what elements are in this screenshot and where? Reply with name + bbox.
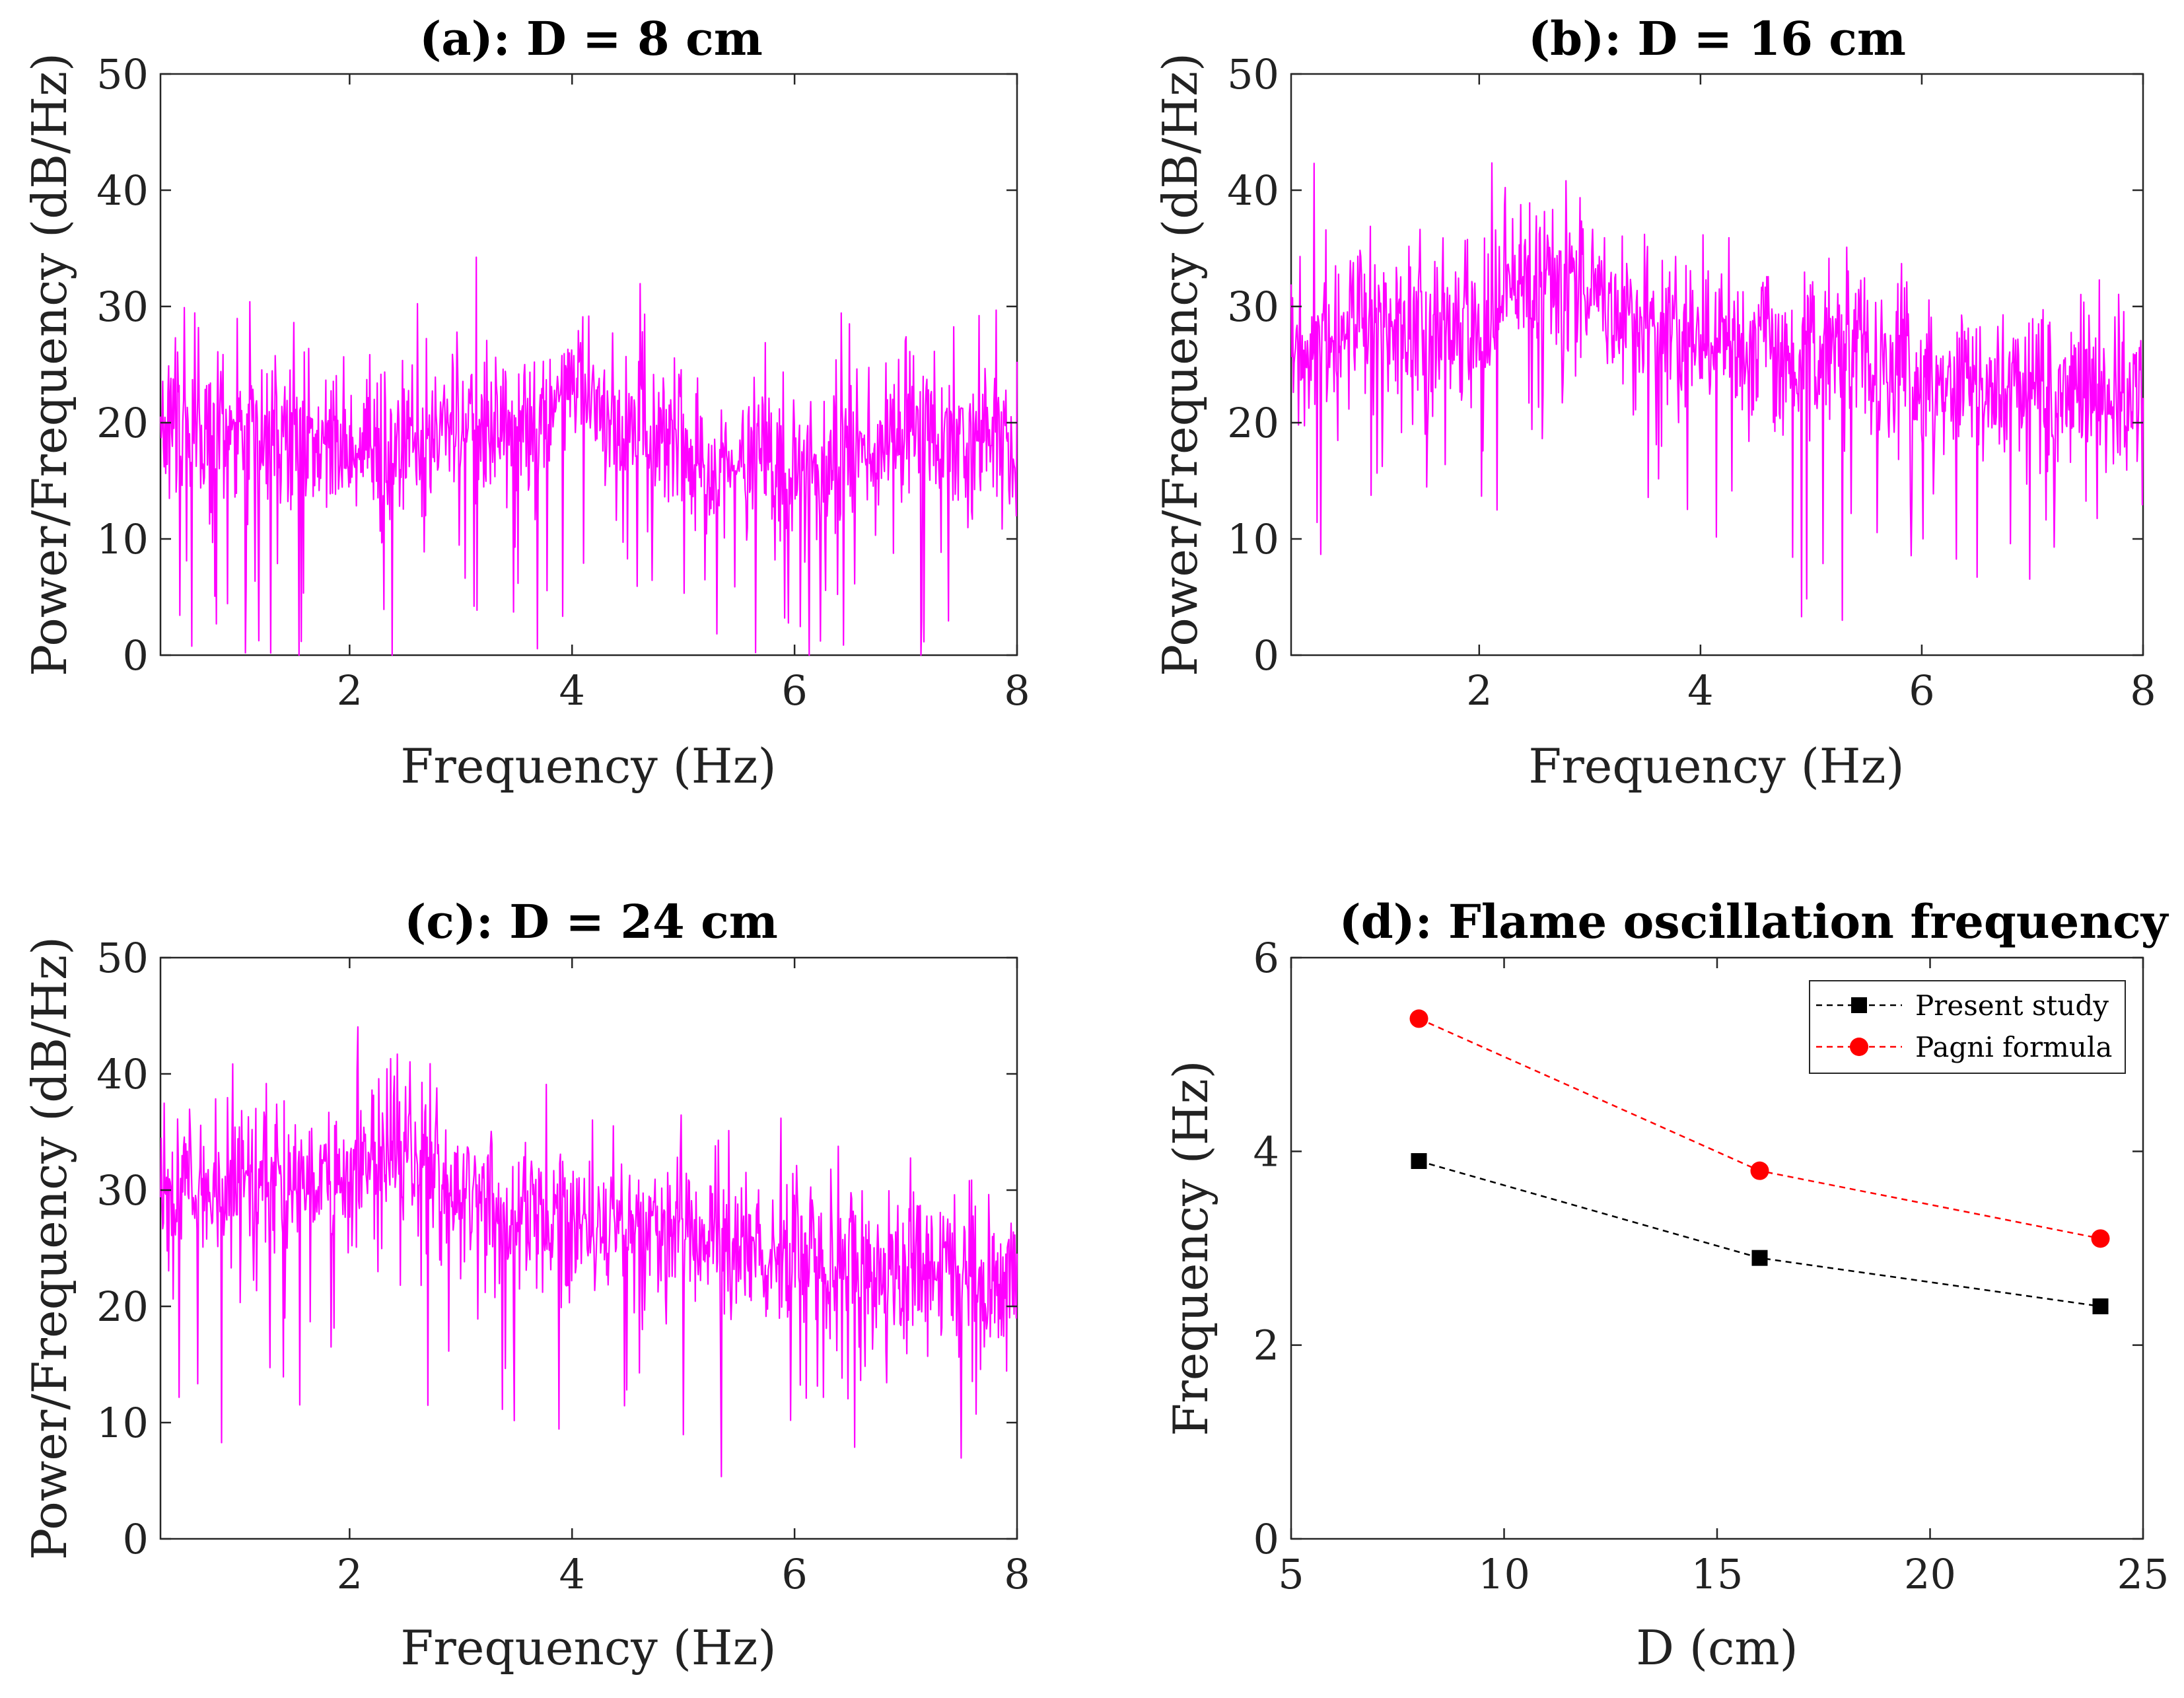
y-tick-label: 0 [1253, 1515, 1279, 1563]
x-tick-label: 6 [781, 1550, 807, 1598]
panel-b-psd-line [1290, 162, 2144, 621]
legend-marker-pagni-formula [1850, 1038, 1868, 1056]
x-tick-label: 10 [1478, 1550, 1530, 1598]
x-tick-label: 2 [337, 1550, 363, 1598]
y-tick-label: 50 [96, 50, 149, 98]
y-tick-label: 10 [1227, 515, 1279, 563]
x-tick-label: 25 [2117, 1550, 2169, 1598]
y-tick-label: 4 [1253, 1127, 1279, 1176]
panel-b-y-label: Power/Frequency (dB/Hz) [1152, 53, 1208, 676]
panel-a-x-ticks: 2 4 6 8 [337, 74, 1030, 715]
y-tick-label: 6 [1253, 934, 1279, 982]
x-tick-label: 5 [1278, 1550, 1304, 1598]
data-point-present-study [2092, 1298, 2109, 1314]
panel-d-y-label: Frequency (Hz) [1163, 1060, 1218, 1436]
y-tick-label: 0 [123, 1515, 149, 1563]
y-tick-label: 2 [1253, 1322, 1279, 1370]
series-line-present-study [1419, 1160, 2101, 1308]
legend-marker-present-study [1851, 997, 1867, 1013]
x-tick-label: 15 [1691, 1550, 1744, 1598]
y-tick-label: 40 [1227, 166, 1279, 215]
y-tick-label: 10 [96, 1399, 149, 1447]
panel-b: (b): D = 16 cm 2 4 6 8 0 10 20 30 40 50 Frequenc… [1152, 11, 2156, 794]
data-point-present-study [1751, 1250, 1768, 1266]
x-tick-label: 2 [1466, 666, 1492, 715]
panel-b-x-ticks: 2 4 6 8 [1466, 74, 2156, 715]
y-tick-label: 30 [96, 283, 149, 331]
x-tick-label: 2 [337, 666, 363, 715]
x-tick-label: 6 [781, 666, 807, 715]
panel-d-x-ticks: 5 10 15 20 25 [1278, 958, 2169, 1598]
panel-c-frame [159, 956, 1018, 1540]
panel-a: (a): D = 8 cm 2 4 6 8 0 10 20 30 40 50 Frequency… [22, 11, 1030, 794]
x-tick-label: 8 [2130, 666, 2156, 715]
data-point-pagni-formula [1750, 1161, 1769, 1180]
x-tick-label: 4 [559, 1550, 585, 1598]
legend-box [1809, 980, 2126, 1074]
panel-a-title: (a): D = 8 cm [419, 11, 763, 66]
x-tick-label: 4 [559, 666, 585, 715]
panel-d-x-label: D (cm) [1636, 1620, 1798, 1676]
panel-c-title: (c): D = 24 cm [404, 894, 778, 949]
x-tick-label: 8 [1004, 666, 1030, 715]
psd-trace [159, 256, 1018, 656]
y-tick-label: 0 [123, 631, 149, 680]
y-tick-label: 40 [96, 1050, 149, 1098]
y-tick-label: 0 [1253, 631, 1279, 680]
legend-label-pagni-formula: Pagni formula [1915, 1031, 2112, 1063]
x-tick-label: 8 [1004, 1550, 1030, 1598]
panel-a-psd-line [159, 256, 1018, 656]
panel-c-psd-line [159, 1026, 1018, 1477]
psd-trace [1290, 162, 2144, 621]
panel-b-y-ticks: 0 10 20 30 40 50 [1227, 50, 2143, 680]
x-tick-label: 6 [1909, 666, 1934, 715]
panel-c-y-label: Power/Frequency (dB/Hz) [22, 937, 77, 1560]
data-point-pagni-formula [1409, 1009, 1428, 1028]
panel-a-y-ticks: 0 10 20 30 40 50 [96, 50, 1017, 680]
y-tick-label: 50 [1227, 50, 1279, 98]
y-tick-label: 20 [96, 399, 149, 447]
legend-label-present-study: Present study [1915, 989, 2109, 1022]
panel-d-title: (d): Flame oscillation frequency [1339, 894, 2169, 949]
panel-d: (d): Flame oscillation frequency 5 10 15 20… [1163, 894, 2169, 1676]
y-tick-label: 50 [96, 934, 149, 982]
y-tick-label: 20 [96, 1283, 149, 1331]
panel-d-series [1409, 1009, 2110, 1314]
panel-c: (c): D = 24 cm 2 4 6 8 0 10 20 30 40 50 Frequenc… [22, 894, 1030, 1676]
y-tick-label: 30 [96, 1166, 149, 1215]
y-tick-label: 20 [1227, 399, 1279, 447]
psd-trace [159, 1026, 1018, 1477]
data-point-pagni-formula [2091, 1229, 2110, 1248]
panel-d-y-ticks: 0 2 4 6 [1253, 934, 2143, 1563]
panel-b-x-label: Frequency (Hz) [1528, 738, 1904, 794]
panel-d-legend: Present study Pagni formula [1809, 980, 2126, 1074]
y-tick-label: 40 [96, 166, 149, 215]
x-tick-label: 20 [1904, 1550, 1956, 1598]
x-tick-label: 4 [1687, 666, 1713, 715]
panel-c-y-ticks: 0 10 20 30 40 50 [96, 934, 1017, 1563]
panel-a-x-label: Frequency (Hz) [400, 738, 776, 794]
y-tick-label: 10 [96, 515, 149, 563]
panel-b-title: (b): D = 16 cm [1528, 11, 1906, 66]
panel-c-x-ticks: 2 4 6 8 [337, 958, 1030, 1598]
panel-c-x-label: Frequency (Hz) [400, 1620, 776, 1676]
data-point-present-study [1411, 1153, 1427, 1169]
y-tick-label: 30 [1227, 283, 1279, 331]
panel-b-frame [1290, 73, 2144, 656]
panel-a-y-label: Power/Frequency (dB/Hz) [22, 53, 77, 676]
